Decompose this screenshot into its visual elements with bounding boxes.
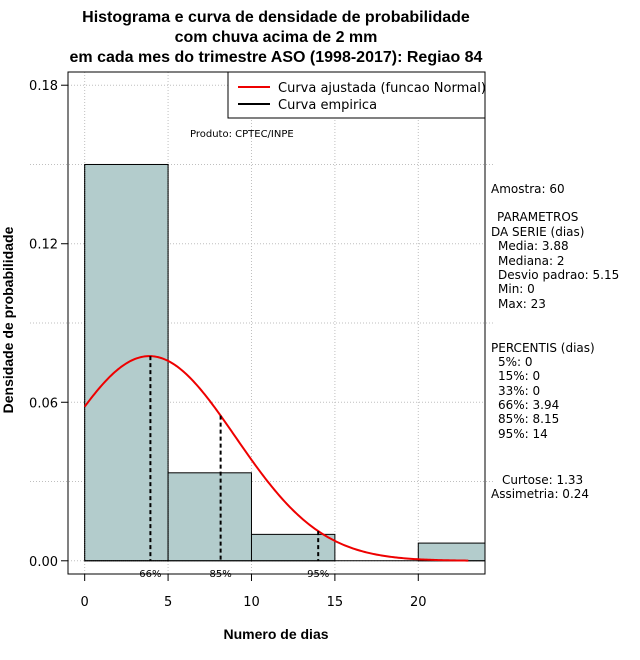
legend-box	[227, 71, 486, 119]
x-tick-label-4: 20	[410, 595, 427, 610]
chart-title-line-1: Histograma e curva de densidade de proba…	[82, 9, 470, 26]
stat-p66: 66%: 3.94	[498, 398, 559, 412]
chart-title-line-3: em cada mes do trimestre ASO (1998-2017)…	[70, 49, 483, 66]
stat-p33: 33%: 0	[498, 384, 540, 398]
stat-params-title-2: DA SERIE (dias)	[491, 225, 584, 239]
histogram-bar-1	[167, 472, 252, 562]
stat-max: Max: 23	[498, 297, 546, 311]
stat-min: Min: 0	[498, 282, 535, 296]
histogram-bar-2	[250, 533, 336, 562]
stat-curtose: Curtose: 1.33	[502, 473, 583, 487]
y-tick-label-2: 0.12	[29, 238, 58, 253]
stat-assimetria: Assimetria: 0.24	[491, 487, 589, 501]
stat-p5: 5%: 0	[498, 355, 533, 369]
stat-mediana: Mediana: 2	[498, 254, 565, 268]
legend: Curva ajustada (funcao Normal) Curva emp…	[227, 71, 486, 119]
stat-media: Media: 3.88	[498, 239, 569, 253]
normal-curve	[83, 355, 469, 562]
histogram-bars	[84, 163, 486, 562]
histogram-bar-4	[417, 542, 486, 562]
x-tick-label-0: 0	[81, 595, 89, 610]
stats-panel: Amostra: 60 PARAMETROS DA SERIE (dias) M…	[491, 182, 619, 501]
stat-params-title-1: PARAMETROS	[497, 210, 578, 224]
credit-text: Produto: CPTEC/INPE	[190, 129, 294, 140]
axes: 0 5 10 15 20 0.00 0.06 0.12 0.18	[29, 79, 427, 610]
stat-amostra: Amostra: 60	[491, 182, 565, 196]
y-tick-label-0: 0.00	[29, 555, 58, 570]
x-tick-label-1: 5	[164, 595, 172, 610]
normal-curve-layer	[83, 355, 469, 562]
stat-desvio: Desvio padrao: 5.15	[498, 268, 619, 282]
stat-p85: 85%: 8.15	[498, 412, 559, 426]
legend-entry-normal: Curva ajustada (funcao Normal)	[278, 81, 486, 96]
y-tick-label-1: 0.06	[29, 396, 58, 411]
stat-p95: 95%: 14	[498, 427, 548, 441]
x-tick-label-2: 10	[243, 595, 260, 610]
stat-p15: 15%: 0	[498, 369, 540, 383]
x-tick-label-3: 15	[327, 595, 344, 610]
legend-entry-empirical: Curva empirica	[278, 98, 377, 113]
chart-title-line-2: com chuva acima de 2 mm	[175, 29, 378, 46]
y-tick-label-3: 0.18	[29, 79, 58, 94]
stat-percentis-title: PERCENTIS (dias)	[491, 341, 595, 355]
y-axis-title: Densidade de probabilidade	[0, 226, 16, 413]
x-axis-title: Numero de dias	[223, 626, 328, 642]
